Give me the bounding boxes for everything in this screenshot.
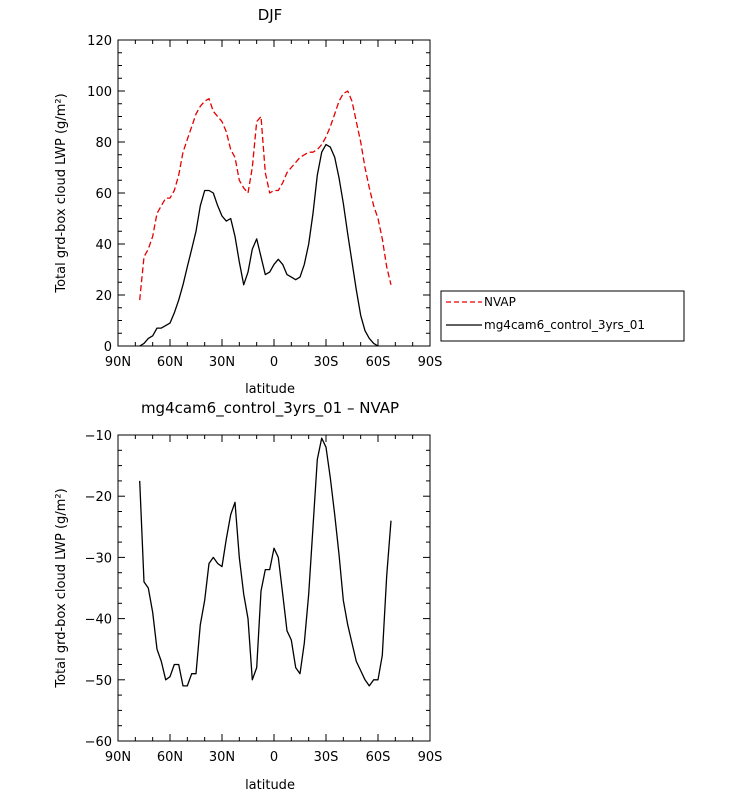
series-line-0-1 [139, 143, 379, 347]
x-tick-label: 60S [366, 355, 391, 370]
top-series-group [139, 90, 392, 347]
y-tick-label: 120 [87, 34, 112, 49]
x-tick-label: 60N [157, 750, 183, 765]
top-chart-title: DJF [258, 6, 283, 24]
x-tick-label: 90S [418, 750, 443, 765]
top-axis-ticks: 90N 60N 30N 0 30S 60S 90S 0 20 40 60 80 100 120 [87, 34, 442, 370]
y-tick-label: −10 [85, 429, 112, 444]
bottom-plot-frame [117, 434, 431, 742]
x-tick-label: 30S [314, 355, 339, 370]
y-tick-label: 0 [104, 340, 112, 355]
bottom-axis-ticks: 90N 60N 30N 0 30S 60S 90S −60 −50 −40 −30 −20 −10 [85, 429, 443, 765]
x-tick-label: 90N [105, 750, 131, 765]
legend-box [440, 290, 685, 342]
x-tick-label: 30N [209, 355, 235, 370]
y-tick-label: −60 [85, 735, 112, 750]
legend-label-nvap: NVAP [484, 295, 516, 309]
top-x-axis-label: latitude [245, 382, 295, 397]
x-tick-label: 90S [418, 355, 443, 370]
legend: NVAP mg4cam6_control_3yrs_01 [440, 290, 685, 342]
top-y-axis-label: Total grd-box cloud LWP (g/m²) [54, 93, 69, 293]
bottom-series-group [139, 437, 392, 687]
x-tick-label: 90N [105, 355, 131, 370]
x-tick-label: 30S [314, 750, 339, 765]
bottom-x-axis-label: latitude [245, 778, 295, 793]
y-tick-label: −50 [85, 674, 112, 689]
top-chart-panel: DJF 90N 60N 30N 0 30S 60S 90S 0 20 40 60 80 100 120 l… [54, 6, 685, 397]
bottom-y-axis-label: Total grd-box cloud LWP (g/m²) [54, 488, 69, 688]
y-tick-label: 80 [95, 136, 112, 151]
y-tick-label: 100 [87, 85, 112, 100]
y-tick-label: −30 [85, 551, 112, 566]
y-tick-label: 60 [95, 187, 112, 202]
x-tick-label: 60N [157, 355, 183, 370]
top-plot-frame [117, 39, 431, 347]
y-tick-label: −20 [85, 490, 112, 505]
series-line-1-0 [139, 437, 392, 687]
x-tick-label: 0 [270, 355, 278, 370]
x-tick-label: 30N [209, 750, 235, 765]
bottom-chart-title: mg4cam6_control_3yrs_01 – NVAP [141, 399, 399, 418]
y-tick-label: 20 [95, 289, 112, 304]
legend-label-model: mg4cam6_control_3yrs_01 [484, 318, 645, 332]
bottom-chart-panel: mg4cam6_control_3yrs_01 – NVAP 90N 60N 30N… [54, 399, 442, 793]
x-tick-label: 0 [270, 750, 278, 765]
y-tick-label: −40 [85, 613, 112, 628]
y-tick-label: 40 [95, 238, 112, 253]
x-tick-label: 60S [366, 750, 391, 765]
